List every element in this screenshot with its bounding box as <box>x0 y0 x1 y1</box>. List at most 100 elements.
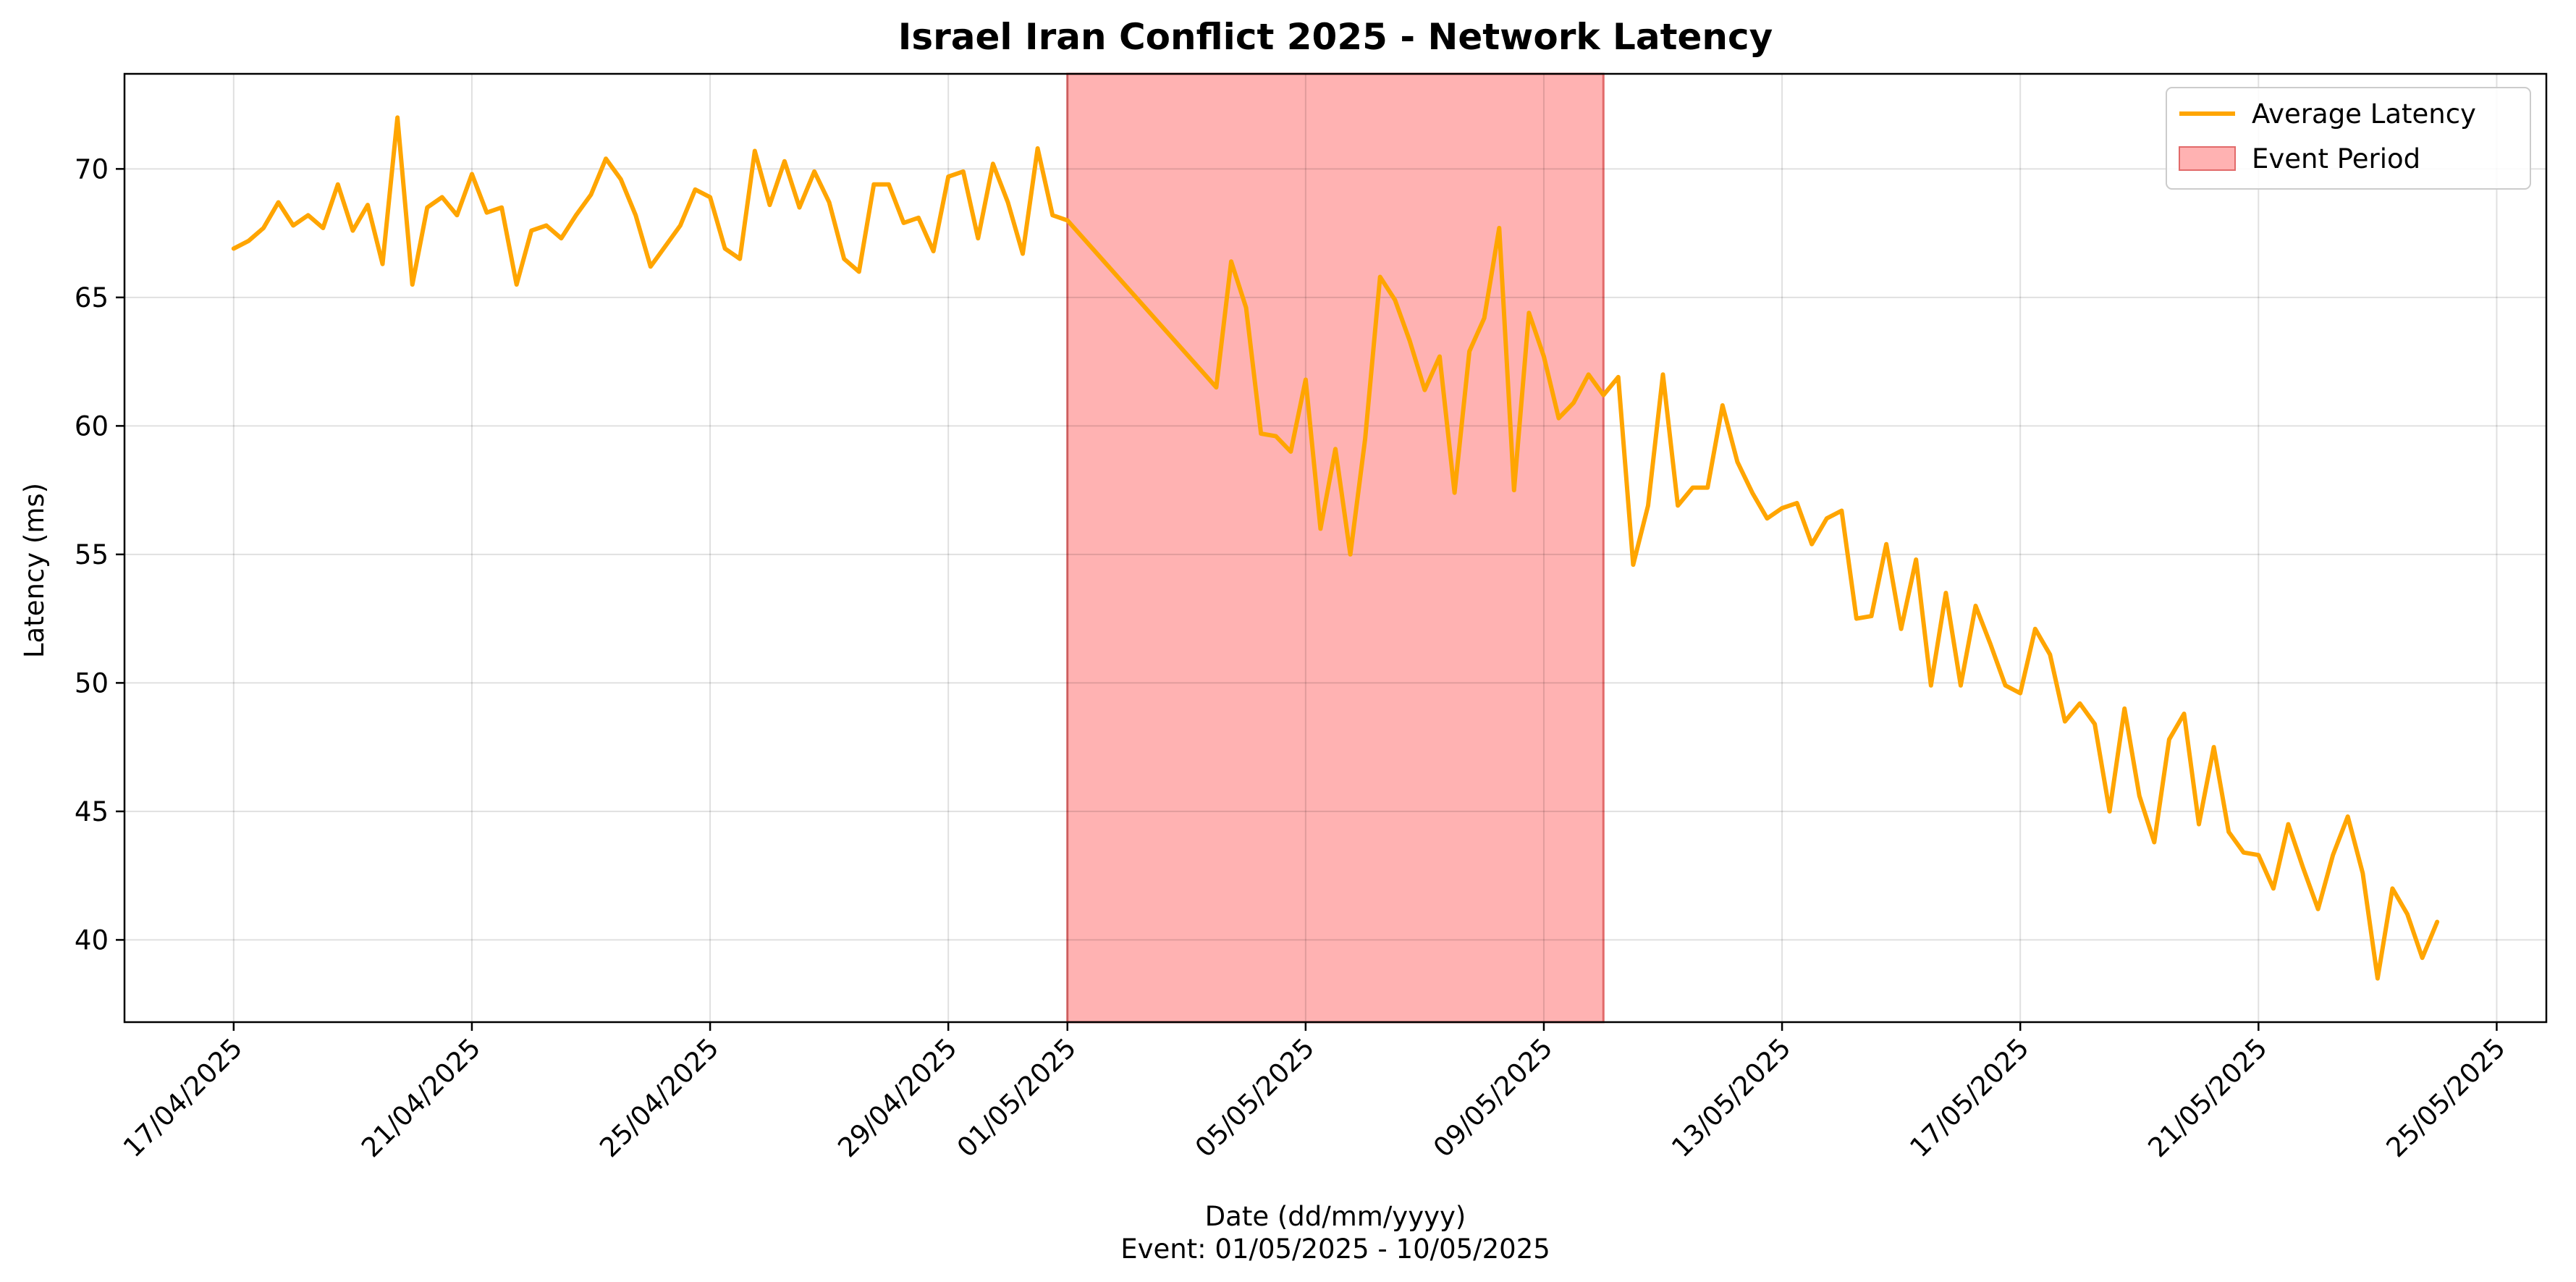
data-point <box>1973 604 1978 608</box>
data-point <box>901 221 906 225</box>
data-point <box>2286 822 2291 827</box>
data-point <box>1259 431 1263 436</box>
data-point <box>350 229 355 233</box>
data-point <box>1809 542 1814 547</box>
legend-label-average-latency: Average Latency <box>2252 98 2476 130</box>
data-point <box>797 206 802 210</box>
data-point <box>440 195 444 199</box>
data-point <box>871 182 876 187</box>
data-point <box>991 161 995 166</box>
data-point <box>559 236 564 240</box>
data-point <box>336 182 340 187</box>
data-point <box>544 223 549 228</box>
data-point <box>2420 956 2425 960</box>
data-point <box>753 148 757 153</box>
y-tick-label: 60 <box>75 410 109 442</box>
data-point <box>1587 372 1591 377</box>
data-point <box>916 216 921 220</box>
data-point <box>1453 491 1457 495</box>
data-point <box>1482 316 1487 320</box>
data-point <box>395 115 400 119</box>
data-point <box>2331 853 2335 857</box>
data-point <box>2167 737 2171 742</box>
data-point <box>588 193 594 197</box>
y-tick-label: 50 <box>75 667 109 699</box>
data-point <box>2390 886 2394 890</box>
data-point <box>723 246 727 250</box>
data-point <box>1959 683 1963 688</box>
data-point <box>1318 526 1322 531</box>
data-point <box>1526 311 1531 315</box>
data-point <box>1839 508 1844 513</box>
data-point <box>1705 486 1710 490</box>
data-point <box>2077 701 2082 706</box>
data-point <box>1825 516 1829 520</box>
data-point <box>2301 866 2305 870</box>
data-point <box>827 200 832 205</box>
data-point <box>1408 339 1412 343</box>
data-point <box>380 262 385 266</box>
data-point <box>1229 259 1233 263</box>
chart-title: Israel Iran Conflict 2025 - Network Late… <box>898 16 1773 58</box>
data-point <box>1660 372 1665 377</box>
data-point <box>1050 213 1055 217</box>
data-point <box>2152 840 2156 845</box>
plot-frame <box>123 72 2548 1024</box>
data-point <box>619 177 623 182</box>
data-point <box>976 236 980 240</box>
y-axis-label: Latency (ms) <box>19 483 50 658</box>
y-tick-label: 40 <box>75 924 109 956</box>
data-point <box>1750 491 1754 495</box>
data-point <box>1720 403 1725 408</box>
data-point <box>1542 354 1546 359</box>
data-point <box>708 195 712 199</box>
y-tick-label: 65 <box>75 282 109 313</box>
data-point <box>812 169 816 174</box>
legend-patch-swatch <box>2179 146 2236 171</box>
data-point <box>1512 488 1516 492</box>
data-point <box>1274 434 1278 439</box>
legend-box <box>2166 87 2531 190</box>
data-point <box>2033 627 2037 631</box>
data-point <box>306 213 311 217</box>
data-point <box>1869 614 1874 618</box>
data-point <box>2122 707 2127 711</box>
data-point <box>574 213 578 217</box>
data-point <box>1378 274 1382 279</box>
data-point <box>2197 822 2201 827</box>
data-point <box>2212 745 2216 749</box>
data-point <box>1676 503 1680 508</box>
data-point <box>767 203 772 207</box>
event-period-band <box>1066 72 1605 1024</box>
data-point <box>1691 486 1695 490</box>
data-point <box>1929 683 1933 688</box>
data-point <box>1244 305 1249 310</box>
data-point <box>1914 557 1918 562</box>
y-tick-label: 55 <box>75 539 109 570</box>
legend: Average Latency Event Period <box>2166 87 2531 190</box>
series-line-average-latency <box>231 115 2440 981</box>
data-point <box>946 174 950 179</box>
data-point <box>2256 853 2260 857</box>
data-point <box>1422 388 1427 392</box>
data-point <box>470 172 474 177</box>
data-point <box>1021 251 1025 256</box>
data-point <box>1065 218 1070 222</box>
data-point <box>2048 652 2052 657</box>
data-point <box>1631 562 1635 567</box>
data-point <box>499 206 504 210</box>
data-point <box>1646 503 1650 508</box>
data-point <box>1304 377 1308 382</box>
data-point <box>1497 226 1501 230</box>
data-point <box>1765 516 1770 520</box>
data-point <box>529 229 533 233</box>
x-axis-event-note: Event: 01/05/2025 - 10/05/2025 <box>1120 1233 1550 1265</box>
data-point <box>1556 416 1561 421</box>
data-point <box>1735 460 1739 464</box>
data-point <box>2093 722 2097 726</box>
data-point <box>2018 691 2022 696</box>
data-point <box>887 182 891 187</box>
data-point <box>2346 814 2350 819</box>
data-point <box>2182 712 2187 716</box>
